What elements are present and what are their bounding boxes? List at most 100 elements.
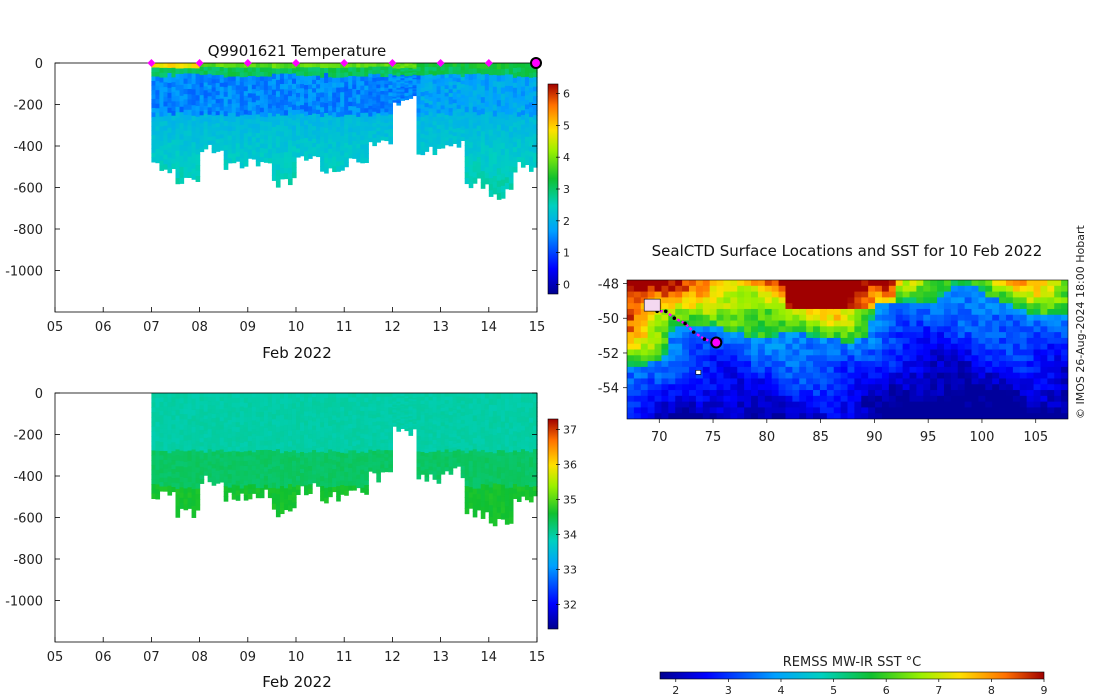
section-cell [332, 482, 337, 488]
section-cell [460, 446, 466, 452]
section-cell [456, 89, 462, 95]
section-cell [163, 72, 169, 79]
section-cell [328, 82, 333, 88]
section-cell [211, 430, 217, 436]
section-cell [312, 130, 317, 136]
section-cell [195, 499, 201, 506]
section-cell [420, 150, 426, 156]
section-cell [223, 437, 229, 443]
section-cell [480, 438, 486, 445]
x-tick-label: 06 [95, 320, 112, 335]
section-cell [287, 478, 293, 485]
section-cell [460, 412, 466, 417]
section-cell [239, 91, 245, 97]
section-cell [456, 116, 462, 121]
section-cell [300, 147, 305, 153]
section-cell [239, 86, 245, 93]
section-cell [368, 77, 373, 82]
section-cell [316, 409, 321, 415]
section-cell [259, 416, 265, 423]
section-cell [380, 83, 385, 89]
section-cell [400, 425, 406, 428]
x-tick-label: 12 [384, 320, 401, 335]
sst-cell [668, 280, 676, 287]
section-cell [344, 467, 349, 473]
sst-cell [702, 361, 711, 368]
section-cell [404, 410, 410, 413]
section-cell [408, 88, 414, 91]
section-cell [364, 471, 369, 477]
section-cell [195, 89, 201, 96]
section-cell [416, 149, 422, 155]
section-cell [215, 393, 221, 398]
section-cell [360, 99, 365, 105]
sst-cell [695, 337, 704, 345]
sst-cell [661, 332, 669, 339]
section-cell [472, 438, 478, 445]
surface-marker [340, 59, 349, 67]
surface-marker [484, 59, 493, 67]
section-cell [179, 455, 185, 462]
section-cell [312, 75, 317, 81]
sst-cell [792, 297, 800, 304]
colorbar-tick-label: 34 [563, 529, 577, 542]
sst-cell [661, 361, 669, 368]
section-cell [520, 124, 526, 130]
section-cell [175, 398, 181, 405]
section-cell [348, 97, 353, 103]
section-cell [444, 100, 450, 105]
sst-cell [737, 303, 745, 310]
section-cell [532, 402, 538, 408]
section-cell [524, 480, 530, 486]
section-cell [512, 112, 518, 119]
section-cell [159, 401, 165, 407]
section-cell [528, 126, 534, 133]
section-cell [247, 436, 253, 442]
section-cell [251, 132, 257, 138]
section-cell [171, 115, 177, 122]
x-tick-label: 06 [95, 650, 112, 665]
section-cell [436, 425, 442, 431]
section-cell [171, 393, 177, 399]
section-cell [328, 407, 333, 413]
section-cell [500, 185, 506, 193]
colorbar-tick-label: 35 [563, 494, 577, 507]
section-cell [324, 112, 329, 119]
section-cell [251, 71, 257, 77]
section-cell [320, 63, 325, 69]
sst-cell [695, 390, 704, 397]
section-cell [279, 393, 285, 400]
section-cell [464, 480, 470, 487]
section-cell [348, 472, 353, 478]
sst-cell [654, 332, 662, 339]
section-cell [432, 447, 438, 453]
section-cell [344, 490, 349, 496]
section-cell [396, 70, 402, 74]
section-cell [508, 458, 514, 465]
section-cell [231, 99, 237, 105]
section-cell [231, 90, 237, 96]
section-cell [332, 156, 337, 163]
section-cell [223, 106, 229, 112]
section-cell [195, 170, 201, 177]
section-cell [416, 125, 422, 130]
section-cell [275, 488, 281, 495]
sst-cell [785, 280, 793, 287]
section-cell [468, 408, 474, 415]
section-cell [388, 396, 393, 401]
section-cell [296, 448, 301, 454]
section-cell [255, 67, 261, 73]
section-cell [255, 393, 261, 399]
section-cell [520, 472, 526, 478]
section-cell [524, 407, 530, 413]
section-cell [420, 112, 426, 118]
section-cell [380, 125, 385, 131]
section-cell [444, 460, 450, 465]
section-cell [191, 115, 197, 122]
section-cell [219, 429, 225, 435]
section-cell [159, 145, 165, 152]
section-cell [516, 134, 522, 140]
section-cell [239, 474, 245, 481]
sst-cell [682, 349, 690, 356]
section-cell [392, 402, 398, 405]
